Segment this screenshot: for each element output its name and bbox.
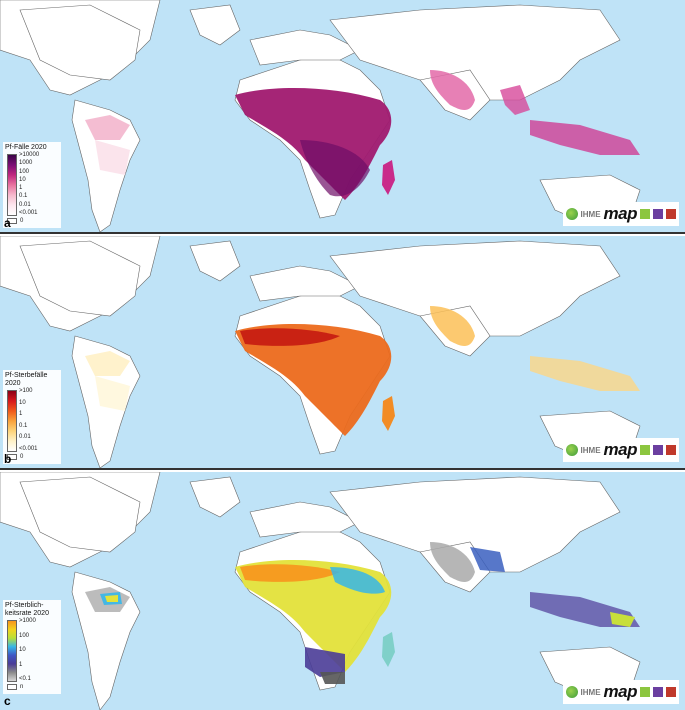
legend-swatch: [7, 218, 17, 224]
map-panel-a: Pf-Fälle 2020 >10000 1000 100 10 1 0.1 0…: [0, 0, 685, 234]
legend-tick: 0.1: [19, 193, 28, 200]
partner-logo-icon: [653, 687, 663, 697]
legend-tick: 1000: [19, 160, 33, 167]
legend-b: Pf-Sterbefälle 2020 >100 10 1 0.1 0.01 <…: [3, 370, 61, 464]
legend-color-bar: [7, 620, 17, 682]
legend-tick: 100: [19, 168, 30, 175]
map-logo-text: map: [603, 440, 638, 459]
legend-zero-label: n: [20, 684, 24, 690]
map-panel-c: Pf-Sterblich- keitsrate 2020 >1000 100 1…: [0, 472, 685, 710]
panel-letter-a: a: [4, 216, 11, 230]
legend-tick: 0.01: [19, 434, 31, 441]
legend-title: Pf-Fälle 2020: [5, 144, 47, 151]
logos-b: IHME map: [562, 438, 679, 462]
legend-tick: 1: [19, 185, 23, 192]
legend-zero: 0: [7, 454, 23, 460]
legend-zero-label: 0: [20, 218, 24, 224]
legend-a: Pf-Fälle 2020 >10000 1000 100 10 1 0.1 0…: [3, 142, 61, 228]
legend-c: Pf-Sterblich- keitsrate 2020 >1000 100 1…: [3, 600, 61, 694]
partner-logo-icon: [666, 687, 676, 697]
legend-tick: >10000: [19, 152, 40, 158]
legend-title: Pf-Sterblich- keitsrate 2020: [5, 602, 49, 617]
partner-logo-icon: [666, 209, 676, 219]
partner-logo-icon: [640, 445, 650, 455]
legend-tick: <0.001: [19, 445, 38, 452]
legend-tick: 1: [19, 411, 23, 418]
legend-tick: 0.1: [19, 422, 28, 429]
legend-color-bar: [7, 154, 17, 216]
ihme-logo-icon: [565, 444, 578, 456]
legend-tick: >1000: [19, 618, 36, 624]
partner-logo-icon: [640, 687, 650, 697]
world-map-b: [0, 236, 641, 468]
legend-tick: 100: [19, 632, 30, 639]
panel-letter-c: c: [4, 694, 11, 708]
partner-logo-icon: [640, 209, 650, 219]
legend-tick: 1: [19, 661, 23, 668]
ihme-logo-text: IHME: [580, 687, 601, 697]
logos-a: IHME map: [562, 202, 679, 226]
ihme-logo-icon: [565, 208, 578, 220]
legend-zero-label: 0: [20, 454, 24, 460]
legend-tick: 10: [19, 647, 26, 653]
legend-zero: n: [7, 684, 23, 690]
ihme-logo-text: IHME: [580, 445, 601, 455]
legend-swatch: [7, 454, 17, 460]
world-map-a: [0, 0, 641, 232]
partner-logo-icon: [653, 445, 663, 455]
partner-logo-icon: [653, 209, 663, 219]
map-logo-text: map: [603, 682, 638, 701]
legend-swatch: [7, 684, 17, 690]
legend-title: Pf-Sterbefälle 2020: [5, 372, 48, 387]
panel-letter-b: b: [4, 452, 12, 466]
legend-tick: <0.1: [19, 676, 31, 682]
ihme-logo-text: IHME: [580, 209, 601, 219]
logos-c: IHME map: [562, 680, 679, 704]
legend-tick: <0.001: [19, 209, 38, 216]
legend-tick: 10: [19, 176, 26, 183]
map-logo-text: map: [603, 204, 638, 223]
legend-tick: >100: [19, 388, 33, 394]
legend-color-bar: [7, 390, 17, 452]
world-map-c: [0, 472, 641, 710]
legend-zero: 0: [7, 218, 23, 224]
map-panel-b: Pf-Sterbefälle 2020 >100 10 1 0.1 0.01 <…: [0, 236, 685, 470]
partner-logo-icon: [666, 445, 676, 455]
legend-tick: 10: [19, 399, 26, 406]
legend-tick: 0.01: [19, 201, 31, 208]
ihme-logo-icon: [565, 686, 578, 698]
